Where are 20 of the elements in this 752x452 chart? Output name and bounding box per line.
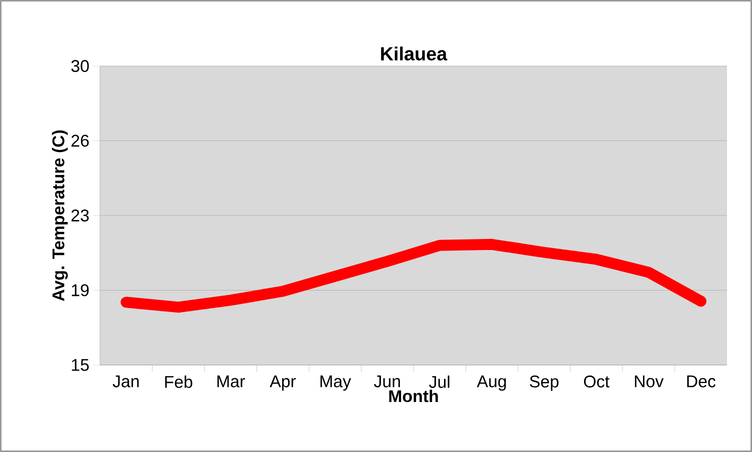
x-tick-label: Feb [165,376,192,388]
y-tick-label: 23 [72,210,89,222]
x-tick-label: Aug [476,376,506,391]
x-tick-label: Apr [270,376,296,391]
y-tick-label: 15 [72,359,89,371]
chart-title: Kilauea [381,46,448,60]
x-tick-label: Jun [374,376,400,388]
y-axis-title: Avg. Temperature (C) [52,130,68,302]
x-tick-label: Dec [687,376,716,388]
x-axis-title: Month [389,390,438,402]
x-tick-label: Jan [112,376,139,388]
x-tick-label: Jul [429,376,450,388]
x-tick-label: Oct [584,376,610,388]
x-tick-label: May [320,376,352,391]
y-tick-label: 26 [72,134,89,147]
y-tick-label: 19 [72,284,89,296]
x-tick-label: Sep [530,376,558,391]
x-tick-label: Mar [217,376,245,388]
x-tick-label: Nov [634,376,664,388]
y-tick-label: 30 [71,60,89,72]
